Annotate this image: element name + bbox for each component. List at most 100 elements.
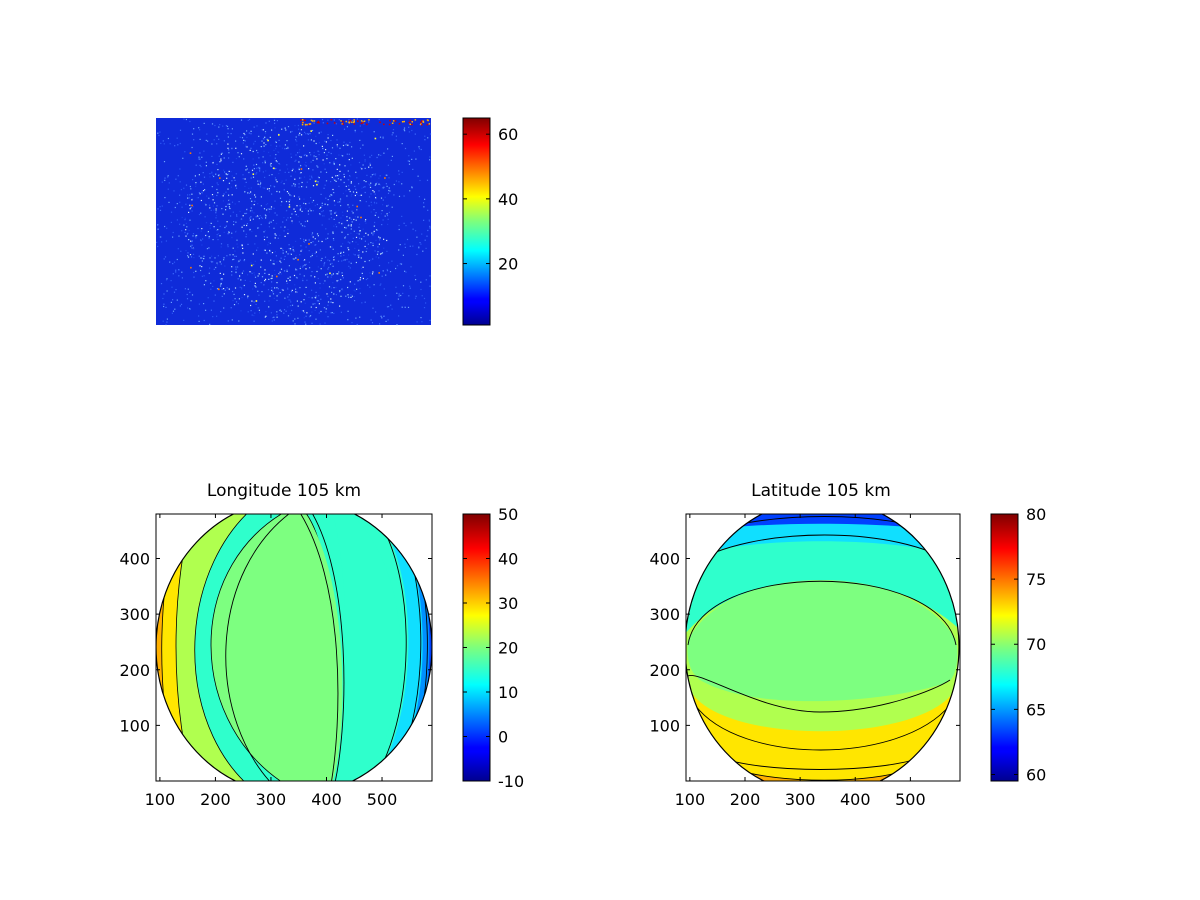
noise-pixel xyxy=(336,146,338,148)
noise-pixel xyxy=(249,219,251,221)
hot-pixel xyxy=(379,121,381,123)
noise-pixel xyxy=(285,251,287,253)
noise-pixel xyxy=(287,232,289,235)
noise-pixel xyxy=(261,129,263,131)
noise-pixel xyxy=(370,242,372,244)
noise-pixel xyxy=(198,174,200,176)
noise-pixel xyxy=(295,269,297,271)
noise-pixel xyxy=(333,239,335,241)
noise-pixel xyxy=(359,316,361,318)
noise-pixel xyxy=(398,224,400,227)
noise-pixel xyxy=(254,140,256,142)
noise-pixel xyxy=(366,174,368,176)
noise-pixel xyxy=(287,315,290,317)
noise-pixel xyxy=(358,223,361,225)
noise-pixel xyxy=(273,227,275,229)
noise-pixel xyxy=(270,312,272,314)
noise-pixel xyxy=(190,245,192,247)
noise-pixel xyxy=(303,317,305,319)
noise-pixel xyxy=(318,142,320,144)
noise-pixel xyxy=(176,299,178,301)
noise-pixel xyxy=(306,220,309,222)
noise-pixel xyxy=(267,244,269,246)
noise-pixel xyxy=(268,190,270,192)
noise-pixel xyxy=(366,248,368,250)
noise-pixel xyxy=(211,186,213,188)
noise-pixel xyxy=(381,317,383,319)
noise-pixel xyxy=(250,310,252,312)
noise-pixel xyxy=(184,151,186,153)
noise-pixel xyxy=(161,181,163,183)
noise-pixel xyxy=(236,267,238,269)
noise-pixel xyxy=(185,235,187,237)
noise-pixel xyxy=(342,144,345,147)
noise-pixel xyxy=(311,177,313,179)
noise-pixel xyxy=(299,198,301,200)
noise-pixel xyxy=(398,293,400,295)
noise-pixel xyxy=(290,195,292,197)
noise-pixel xyxy=(227,136,229,138)
noise-pixel xyxy=(344,165,346,167)
noise-pixel xyxy=(295,159,297,161)
noise-pixel xyxy=(181,277,183,279)
noise-pixel xyxy=(346,216,348,218)
noise-pixel xyxy=(157,245,159,248)
noise-pixel xyxy=(249,217,251,219)
noise-pixel xyxy=(348,261,350,263)
noise-pixel xyxy=(301,249,303,251)
noise-pixel xyxy=(315,180,318,182)
noise-pixel xyxy=(185,184,188,186)
noise-pixel xyxy=(244,279,246,281)
noise-pixel xyxy=(259,180,261,182)
hot-pixel xyxy=(362,122,364,124)
noise-pixel xyxy=(233,221,235,223)
noise-pixel xyxy=(216,163,218,165)
noise-pixel xyxy=(291,213,293,215)
noise-pixel xyxy=(420,281,422,283)
noise-pixel xyxy=(227,132,229,134)
noise-pixel xyxy=(232,290,234,293)
noise-pixel xyxy=(298,168,300,171)
noise-pixel xyxy=(303,176,306,178)
noise-pixel xyxy=(337,253,339,255)
noise-pixel xyxy=(179,201,181,203)
noise-pixel xyxy=(330,211,332,213)
noise-pixel xyxy=(173,190,175,192)
noise-pixel xyxy=(362,144,364,146)
noise-pixel xyxy=(258,273,260,275)
noise-pixel xyxy=(311,322,313,324)
noise-pixel xyxy=(427,137,429,139)
noise-pixel xyxy=(314,309,316,311)
noise-pixel xyxy=(290,175,292,177)
noise-pixel xyxy=(276,181,278,183)
noise-pixel xyxy=(381,210,383,212)
noise-pixel xyxy=(284,171,286,173)
hot-pixel xyxy=(342,120,344,123)
noise-pixel xyxy=(228,206,230,208)
noise-pixel xyxy=(209,257,211,259)
noise-pixel xyxy=(374,174,376,176)
noise-pixel xyxy=(328,266,330,269)
noise-pixel xyxy=(356,232,358,234)
noise-pixel xyxy=(257,247,259,249)
noise-pixel xyxy=(410,266,412,268)
hot-pixel xyxy=(333,122,336,124)
noise-pixel xyxy=(340,311,342,313)
noise-pixel xyxy=(296,300,298,302)
noise-pixel xyxy=(295,268,297,270)
noise-pixel xyxy=(354,247,356,249)
noise-pixel xyxy=(247,274,249,276)
noise-pixel xyxy=(316,270,318,273)
noise-pixel xyxy=(316,158,318,160)
noise-pixel xyxy=(336,280,338,282)
noise-pixel xyxy=(360,257,362,259)
noise-pixel xyxy=(299,273,301,275)
noise-pixel xyxy=(158,134,160,137)
noise-pixel xyxy=(204,216,206,218)
noise-pixel xyxy=(340,251,342,253)
noise-pixel xyxy=(324,307,326,309)
noise-pixel xyxy=(289,313,291,315)
noise-pixel xyxy=(287,277,289,279)
noise-pixel xyxy=(214,257,216,259)
noise-pixel xyxy=(354,185,356,187)
